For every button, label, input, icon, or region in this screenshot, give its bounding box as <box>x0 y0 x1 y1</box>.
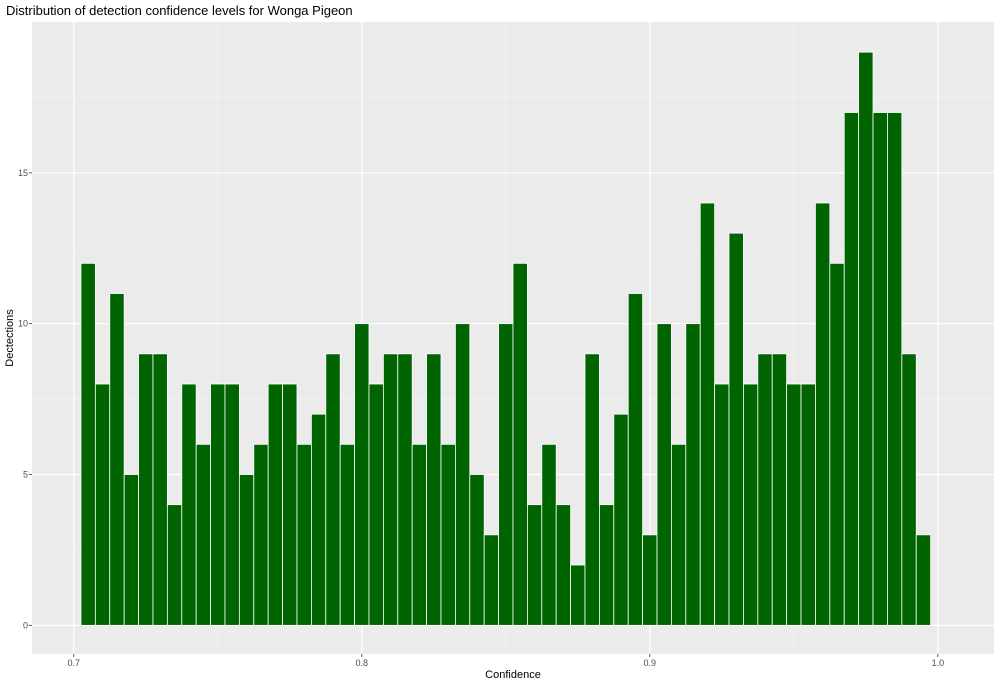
histogram-bar <box>714 383 730 626</box>
histogram-bar <box>310 413 327 626</box>
histogram-bar <box>339 443 355 626</box>
y-tick-label: 15 <box>18 168 28 178</box>
y-tick-label: 10 <box>18 319 28 329</box>
x-axis-label: Confidence <box>485 669 541 681</box>
histogram-bar <box>843 112 860 626</box>
histogram-bar <box>887 112 903 626</box>
histogram-bar <box>296 443 312 626</box>
histogram-bar <box>397 353 413 626</box>
x-tick-label: 0.7 <box>68 658 81 668</box>
histogram-bar <box>411 443 427 626</box>
histogram-bar <box>238 474 255 626</box>
histogram-bar <box>685 323 701 626</box>
histogram-bar <box>454 323 471 626</box>
histogram-bar <box>267 383 283 626</box>
histogram-bar <box>743 383 759 626</box>
x-tick-label: 0.8 <box>356 658 369 668</box>
x-tick-label: 1.0 <box>932 658 945 668</box>
histogram-bar <box>757 353 773 626</box>
histogram-bar <box>483 534 499 626</box>
histogram-bar <box>166 504 183 626</box>
histogram-bar <box>210 383 226 626</box>
histogram-bar <box>728 232 744 626</box>
histogram-bar <box>786 383 802 626</box>
histogram-bar <box>181 383 197 626</box>
histogram-bar <box>541 443 557 626</box>
histogram-bar <box>354 323 370 626</box>
y-axis-label: Dectections <box>4 309 16 367</box>
histogram-bar <box>570 564 586 626</box>
histogram-bar <box>109 293 125 626</box>
y-axis: 0 5 10 15 <box>18 168 32 630</box>
chart-title: Distribution of detection confidence lev… <box>6 3 353 18</box>
histogram-bar <box>699 202 716 626</box>
histogram-bar <box>440 443 456 626</box>
histogram-bar <box>642 534 658 626</box>
histogram-bar <box>584 353 600 626</box>
histogram-bar <box>469 474 485 626</box>
histogram-bar <box>613 413 629 626</box>
histogram-bar <box>138 353 154 626</box>
histogram-bar <box>656 323 672 626</box>
histogram-bar <box>800 383 816 626</box>
histogram-bar <box>555 504 572 626</box>
histogram-bar <box>195 443 211 626</box>
histogram-bar <box>872 112 888 626</box>
histogram-bar <box>858 51 874 626</box>
histogram-bar <box>815 202 831 626</box>
histogram-bar <box>123 474 139 626</box>
histogram-bar <box>426 353 442 626</box>
histogram-bar <box>80 262 96 626</box>
x-axis: 0.7 0.8 0.9 1.0 <box>68 654 945 668</box>
histogram-bar <box>829 262 845 626</box>
histogram-bar <box>368 383 384 626</box>
histogram-bar <box>512 262 528 626</box>
histogram-bar <box>382 353 399 626</box>
histogram-bar <box>599 504 615 626</box>
histogram-bar <box>671 443 687 626</box>
histogram-bar <box>498 323 514 626</box>
histogram-bar <box>282 383 298 626</box>
histogram-bar <box>253 443 269 626</box>
x-tick-label: 0.9 <box>644 658 657 668</box>
histogram-bar <box>94 383 111 626</box>
histogram-bar <box>901 353 917 626</box>
histogram-bar <box>224 383 240 626</box>
histogram-bar <box>771 353 788 626</box>
histogram-bars <box>80 51 932 626</box>
histogram-bar <box>527 504 543 626</box>
histogram-bar <box>152 353 168 626</box>
y-tick-label: 5 <box>23 470 28 480</box>
histogram-bar <box>915 534 932 626</box>
histogram-bar <box>627 293 644 626</box>
y-tick-label: 0 <box>23 620 28 630</box>
histogram-bar <box>325 353 341 626</box>
